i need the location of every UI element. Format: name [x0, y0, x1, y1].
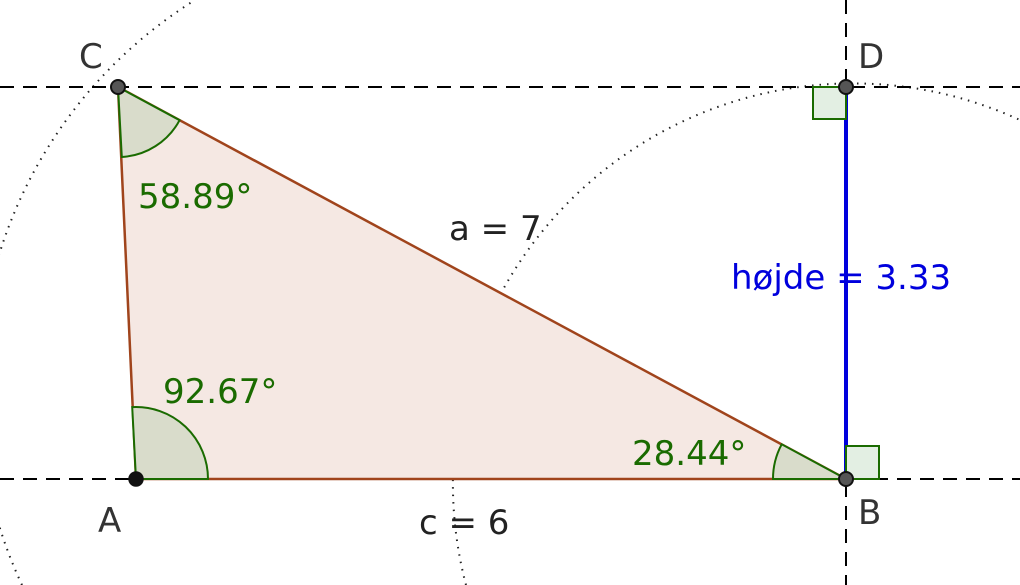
height-label: højde = 3.33	[731, 258, 951, 298]
angle-sector-c	[116, 85, 181, 159]
side-label-a: a = 7	[449, 209, 542, 249]
point-d[interactable]	[838, 79, 854, 95]
angle-label-c: 58.89°	[138, 177, 252, 217]
point-label-c: C	[79, 37, 103, 77]
side-label-c: c = 6	[419, 503, 509, 543]
point-label-d: D	[858, 37, 884, 77]
point-a[interactable]	[128, 471, 144, 487]
triangle-abc	[116, 84, 847, 481]
angle-label-b: 28.44°	[632, 434, 746, 474]
right-angle-marker-b	[845, 445, 880, 480]
point-b[interactable]	[838, 471, 854, 487]
point-label-a: A	[98, 501, 121, 541]
angle-sector-a	[131, 406, 210, 480]
point-label-b: B	[858, 493, 881, 533]
point-c[interactable]	[110, 79, 126, 95]
angle-label-a: 92.67°	[163, 372, 277, 412]
angle-sector-b	[771, 442, 847, 480]
